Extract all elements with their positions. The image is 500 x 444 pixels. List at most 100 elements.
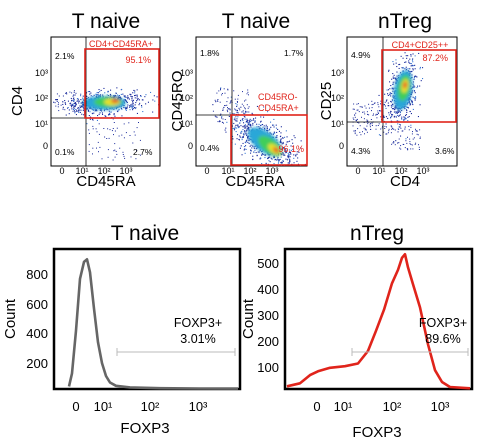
event-dot (230, 96, 232, 98)
density-level (403, 81, 407, 89)
event-dot (407, 55, 409, 57)
event-dot (294, 137, 296, 139)
event-dot (134, 134, 136, 136)
event-dot (73, 100, 75, 102)
event-dot (392, 87, 394, 89)
event-dot (253, 118, 255, 120)
event-dot (291, 139, 293, 141)
event-dot (144, 96, 146, 98)
event-dot (402, 130, 404, 132)
p1-ytick-2: 10² (35, 93, 48, 103)
event-dot (290, 153, 292, 155)
event-dot (371, 110, 372, 112)
event-dot (285, 151, 287, 153)
event-dot (362, 131, 363, 133)
event-dot (283, 154, 285, 156)
event-dot (131, 97, 133, 99)
event-dot (113, 108, 115, 110)
event-dot (369, 123, 371, 124)
event-dot (246, 129, 248, 131)
event-dot (97, 141, 99, 143)
event-dot (361, 116, 362, 118)
event-dot (237, 101, 238, 103)
event-dot (217, 99, 219, 100)
event-dot (400, 148, 402, 150)
event-dot (132, 102, 134, 104)
event-dot (390, 101, 392, 103)
event-dot (145, 94, 147, 96)
event-dot (267, 111, 269, 113)
event-dot (377, 112, 379, 114)
event-dot (249, 145, 251, 147)
event-dot (415, 75, 417, 77)
event-dot (313, 178, 314, 179)
event-dot (380, 134, 382, 136)
event-dot (124, 95, 126, 97)
event-dot (96, 147, 97, 149)
event-dot (119, 147, 121, 149)
panel3-yticks: 0 10¹ 10² 10³ (331, 68, 344, 151)
event-dot (129, 93, 131, 95)
event-dot (280, 154, 282, 156)
event-dot (220, 89, 221, 91)
event-dot (223, 122, 224, 124)
event-dot (243, 105, 245, 107)
event-dot (353, 118, 355, 120)
event-dot (245, 99, 247, 101)
event-dot (365, 129, 367, 131)
event-dot (410, 65, 412, 67)
event-dot (67, 107, 68, 109)
event-dot (406, 110, 408, 112)
event-dot (87, 110, 89, 112)
event-dot (399, 63, 401, 65)
p2-xtick-3: 10³ (265, 166, 278, 176)
event-dot (376, 114, 378, 115)
event-dot (129, 105, 131, 107)
event-dot (392, 88, 394, 90)
event-dot (235, 124, 237, 126)
event-dot (369, 126, 371, 128)
event-dot (114, 130, 116, 132)
hist2-marker-percent: 89.6% (425, 332, 460, 346)
event-dot (247, 137, 249, 139)
event-dot (109, 93, 111, 95)
event-dot (98, 113, 100, 115)
event-dot (390, 132, 392, 134)
event-dot (260, 120, 262, 122)
event-dot (127, 97, 129, 99)
event-dot (74, 112, 76, 114)
hist1-yticks: 800 600 400 200 (26, 267, 48, 371)
event-dot (375, 113, 377, 115)
event-dot (412, 81, 414, 83)
event-dot (73, 106, 75, 108)
panel2-quad-ll: 0.4% (200, 143, 220, 153)
event-dot (236, 138, 238, 140)
event-dot (78, 100, 80, 102)
event-dot (404, 118, 406, 120)
event-dot (57, 106, 59, 108)
panel1-title: T naive (72, 10, 141, 33)
event-dot (76, 101, 78, 102)
event-dot (286, 141, 288, 143)
event-dot (254, 121, 256, 123)
event-dot (123, 107, 125, 109)
h1-xtick-2: 10² (141, 399, 160, 414)
event-dot (371, 123, 373, 125)
event-dot (139, 154, 141, 156)
event-dot (416, 133, 418, 135)
event-dot (121, 98, 123, 100)
event-dot (216, 100, 218, 102)
event-dot (57, 104, 59, 106)
event-dot (388, 128, 390, 130)
event-dot (372, 114, 374, 116)
event-dot (380, 103, 381, 105)
event-dot (132, 106, 134, 108)
event-dot (281, 161, 283, 163)
event-dot (250, 120, 252, 122)
event-dot (229, 108, 231, 110)
event-dot (98, 133, 100, 135)
event-dot (237, 116, 239, 118)
event-dot (395, 77, 397, 79)
event-dot (393, 141, 395, 142)
event-dot (353, 103, 355, 105)
